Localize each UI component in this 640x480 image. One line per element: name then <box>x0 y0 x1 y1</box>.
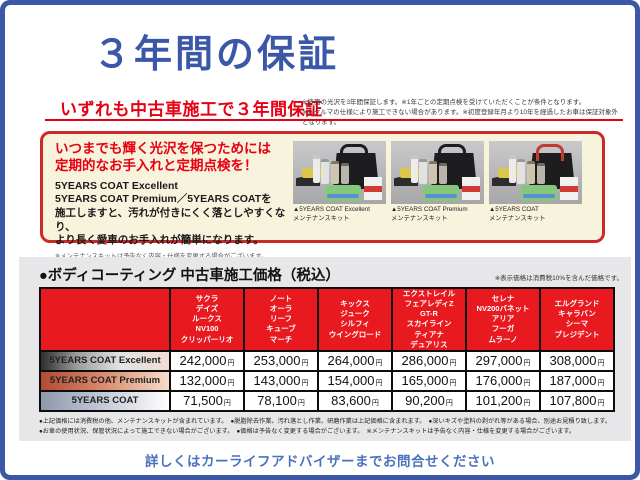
price-cell: 176,000円 <box>465 369 541 392</box>
table-row: 5YEARS COAT Excellent 242,000円 253,000円 … <box>39 349 615 372</box>
bottle-shape <box>321 159 329 184</box>
header-models-col1: サクラ デイズ ルークス NV100 クリッパーリオ <box>169 287 245 352</box>
tax-note: ※表示価格は消費税10%を含んだ価格です。 <box>494 275 623 282</box>
table-header-row: サクラ デイズ ルークス NV100 クリッパーリオ ノート オーラ リーフ キューブ マーチ … <box>39 287 615 352</box>
cloth-stripe-shape <box>327 194 359 198</box>
price-cell: 101,200円 <box>465 389 541 412</box>
sponge-shape <box>498 168 518 178</box>
price-section-title: ●ボディコーティング 中古車施工価格（税込） <box>39 268 340 284</box>
price-cell: 154,000円 <box>317 369 393 392</box>
kit-caption: ▲5YEARS COAT Premium メンテナンスキット <box>391 206 468 222</box>
cloth-stripe-shape <box>425 194 457 198</box>
kit-caption: ▲5YEARS COAT メンテナンスキット <box>489 206 546 222</box>
table-row: 5YEARS COAT Premium 132,000円 143,000円 15… <box>39 369 615 392</box>
spray-bottle-shape <box>313 155 320 183</box>
bottle-shape <box>341 163 349 184</box>
price-cell: 286,000円 <box>391 349 467 372</box>
row-label-standard: 5YEARS COAT <box>39 389 171 412</box>
contact-footer: 詳しくはカーライフアドバイザーまでお問合せください <box>145 454 495 469</box>
kit-change-note: ※メンテナンスキットは予告なく内容・仕様を変更する場合がございます。 <box>55 251 291 260</box>
box-shape <box>364 177 382 200</box>
care-heading: いつまでも輝く光沢を保つためには 定期的なお手入れと定期点検を！ <box>55 141 271 173</box>
bottle-shape <box>537 163 545 184</box>
price-cell: 83,600円 <box>317 389 393 412</box>
bag-handle-shape <box>536 144 564 161</box>
kit-excellent: ▲5YEARS COAT Excellent メンテナンスキット <box>293 141 386 240</box>
spray-bottle-shape <box>509 155 516 183</box>
care-body: 5YEARS COAT Excellent 5YEARS COAT Premium… <box>55 179 286 247</box>
care-info-text: いつまでも輝く光沢を保つためには 定期的なお手入れと定期点検を！ 5YEARS C… <box>43 134 293 260</box>
header-models-col5: セレナ NV200バネット アリア フーガ ムラーノ <box>465 287 541 352</box>
price-cell: 132,000円 <box>169 369 245 392</box>
cloth-shape <box>521 185 557 201</box>
bag-handle-shape <box>340 144 368 161</box>
price-cell: 90,200円 <box>391 389 467 412</box>
bottle-shape <box>419 159 427 184</box>
cloth-shape <box>423 185 459 201</box>
box-stripe-shape <box>560 186 578 192</box>
header-models-col6: エルグランド キャラバン シーマ プレジデント <box>539 287 615 352</box>
cloth-shape <box>325 185 361 201</box>
box-stripe-shape <box>364 186 382 192</box>
price-cell: 165,000円 <box>391 369 467 392</box>
sponge-shape <box>302 168 322 178</box>
bottle-shape <box>517 159 525 184</box>
table-row: 5YEARS COAT 71,500円 78,100円 83,600円 90,2… <box>39 389 615 412</box>
price-table: サクラ デイズ ルークス NV100 クリッパーリオ ノート オーラ リーフ キューブ マーチ … <box>39 287 615 412</box>
kit-premium: ▲5YEARS COAT Premium メンテナンスキット <box>391 141 484 240</box>
warranty-conditions-notes: ※塗面の光沢を3年間保証します。※1年ごとの定期点検を受けていただくことが条件と… <box>302 99 619 127</box>
price-cell: 308,000円 <box>539 349 615 372</box>
price-cell: 187,000円 <box>539 369 615 392</box>
header-models-col2: ノート オーラ リーフ キューブ マーチ <box>243 287 319 352</box>
kit-caption: ▲5YEARS COAT Excellent メンテナンスキット <box>293 206 371 222</box>
price-cell: 143,000円 <box>243 369 319 392</box>
red-divider <box>45 119 623 121</box>
bottle-shape <box>527 161 535 184</box>
bottle-shape <box>429 161 437 184</box>
header-models-col3: キックス ジューク シルフィ ウイングロード <box>317 287 393 352</box>
price-cell: 264,000円 <box>317 349 393 372</box>
box-stripe-shape <box>462 186 480 192</box>
maintenance-kit-photo <box>293 141 386 204</box>
row-label-premium: 5YEARS COAT Premium <box>39 369 171 392</box>
header-models-col4: エクストレイル フェアレディZ GT-R スカイライン ティアナ デュアリス <box>391 287 467 352</box>
price-section: ●ボディコーティング 中古車施工価格（税込） ※表示価格は消費税10%を含んだ価… <box>19 257 631 441</box>
price-footnote: ●上記価格には消費税の他、メンテナンスキットが含まれています。 ●脱脂除去作業、… <box>39 418 615 435</box>
sponge-shape <box>400 168 420 178</box>
price-cell: 297,000円 <box>465 349 541 372</box>
warranty-subtitle: いずれも中古車施工で３年間保証 <box>60 100 323 119</box>
maintenance-kit-photo <box>391 141 484 204</box>
price-cell: 71,500円 <box>169 389 245 412</box>
maintenance-kit-photo <box>489 141 582 204</box>
box-shape <box>560 177 578 200</box>
cloth-stripe-shape <box>523 194 555 198</box>
care-info-box: いつまでも輝く光沢を保つためには 定期的なお手入れと定期点検を！ 5YEARS C… <box>40 131 605 260</box>
bag-handle-shape <box>438 144 466 161</box>
price-cell: 78,100円 <box>243 389 319 412</box>
bottle-shape <box>439 163 447 184</box>
kit-standard: ▲5YEARS COAT メンテナンスキット <box>489 141 582 240</box>
page-title: ３年間の保証 <box>93 34 340 76</box>
price-cell: 253,000円 <box>243 349 319 372</box>
bottle-shape <box>331 161 339 184</box>
price-cell: 242,000円 <box>169 349 245 372</box>
kit-photo-row: ▲5YEARS COAT Excellent メンテナンスキット <box>293 134 582 240</box>
price-cell: 107,800円 <box>539 389 615 412</box>
row-label-excellent: 5YEARS COAT Excellent <box>39 349 171 372</box>
spray-bottle-shape <box>411 155 418 183</box>
header-corner-cell <box>39 287 171 352</box>
box-shape <box>462 177 480 200</box>
